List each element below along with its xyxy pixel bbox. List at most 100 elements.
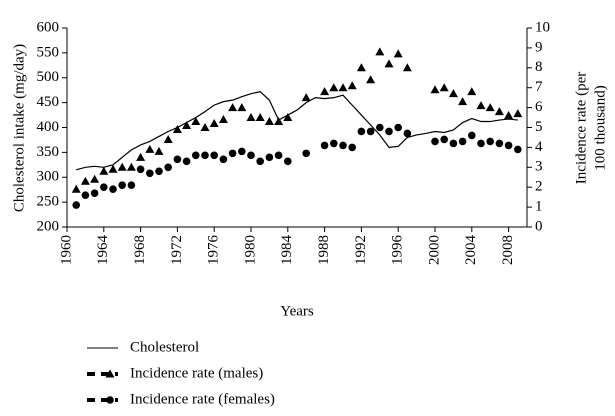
marker-circle xyxy=(366,127,375,136)
x-tick-label: 2004 xyxy=(463,235,479,266)
marker-circle xyxy=(192,151,200,160)
marker-triangle xyxy=(485,103,495,112)
marker-circle xyxy=(81,191,90,199)
marker-circle xyxy=(127,181,136,190)
marker-circle xyxy=(155,167,163,176)
marker-triangle xyxy=(402,63,412,72)
marker-triangle xyxy=(80,176,90,185)
marker-triangle xyxy=(108,164,118,173)
y-tick-label: 550 xyxy=(37,44,60,60)
y2-tick-label: 10 xyxy=(535,19,550,35)
marker-circle xyxy=(486,137,495,146)
marker-circle xyxy=(477,139,485,148)
marker-circle xyxy=(90,189,99,197)
x-tick-label: 2000 xyxy=(426,235,442,265)
marker-triangle xyxy=(504,111,514,120)
x-tick-label: 1968 xyxy=(132,235,148,265)
legend-label: Incidence rate (females) xyxy=(130,391,275,407)
marker-triangle xyxy=(71,184,81,193)
x-tick-label: 1976 xyxy=(206,235,222,266)
y-tick-label: 400 xyxy=(37,119,60,135)
marker-circle xyxy=(256,157,265,166)
marker-triangle xyxy=(467,87,477,96)
marker-triangle xyxy=(430,85,440,94)
y2-axis-title: Incidence rate (per xyxy=(573,72,589,184)
marker-triangle xyxy=(375,47,385,56)
y2-tick-label: 0 xyxy=(535,218,543,234)
marker-circle xyxy=(348,143,357,152)
y2-tick-label: 2 xyxy=(535,179,543,195)
y2-tick-label: 8 xyxy=(535,59,543,75)
marker-circle xyxy=(201,151,209,160)
x-tick-label: 1980 xyxy=(242,235,258,265)
marker-circle xyxy=(320,141,329,150)
marker-circle xyxy=(330,139,338,148)
x-tick-label: 1972 xyxy=(169,235,185,265)
marker-circle xyxy=(458,137,467,146)
marker-triangle xyxy=(200,123,210,131)
marker-triangle xyxy=(356,63,366,72)
marker-circle xyxy=(136,165,145,174)
marker-circle xyxy=(72,201,80,209)
marker-triangle xyxy=(172,124,182,133)
marker-circle xyxy=(403,129,412,138)
marker-triangle xyxy=(182,121,192,130)
y-tick-label: 600 xyxy=(37,19,60,35)
marker-circle xyxy=(302,149,311,158)
marker-circle xyxy=(376,123,384,132)
y2-tick-label: 5 xyxy=(535,119,543,135)
y-tick-label: 200 xyxy=(37,218,60,234)
marker-circle xyxy=(449,139,458,148)
y2-tick-label: 6 xyxy=(535,99,543,115)
x-tick-label: 1960 xyxy=(58,235,74,265)
marker-triangle xyxy=(218,115,228,124)
marker-triangle xyxy=(117,162,127,171)
marker-triangle xyxy=(209,119,219,128)
marker-triangle xyxy=(384,59,394,68)
marker-triangle xyxy=(274,117,284,126)
marker-triangle xyxy=(246,113,256,122)
marker-circle xyxy=(247,151,255,160)
y-tick-label: 450 xyxy=(37,94,60,110)
x-tick-label: 1964 xyxy=(95,235,111,266)
marker-circle xyxy=(238,147,246,156)
marker-triangle xyxy=(513,109,523,118)
y2-tick-label: 9 xyxy=(535,39,543,55)
marker-triangle xyxy=(476,101,486,110)
marker-triangle xyxy=(99,166,109,175)
marker-circle xyxy=(164,163,172,172)
marker-triangle xyxy=(283,113,293,122)
marker-circle xyxy=(339,141,347,150)
marker-circle xyxy=(109,185,117,193)
y2-tick-label: 7 xyxy=(535,79,543,95)
marker-triangle xyxy=(458,97,468,106)
marker-triangle xyxy=(338,83,348,92)
marker-triangle xyxy=(301,93,311,102)
x-tick-label: 1984 xyxy=(279,235,295,266)
marker-triangle xyxy=(136,152,146,161)
legend-label: Incidence rate (males) xyxy=(130,365,263,381)
marker-triangle xyxy=(393,49,403,58)
marker-triangle xyxy=(329,83,339,92)
marker-circle xyxy=(228,149,237,158)
marker-circle xyxy=(210,151,218,160)
y2-tick-label: 4 xyxy=(535,139,543,155)
marker-circle xyxy=(100,183,108,191)
marker-circle xyxy=(495,139,504,148)
x-tick-label: 1992 xyxy=(353,235,369,265)
marker-circle xyxy=(146,169,154,178)
x-tick-label: 2008 xyxy=(500,235,516,265)
marker-circle xyxy=(182,157,191,166)
x-tick-label: 1988 xyxy=(316,235,332,265)
marker-triangle xyxy=(90,174,100,183)
x-axis-title: Years xyxy=(280,303,314,319)
y-tick-label: 250 xyxy=(37,194,60,210)
marker-triangle xyxy=(105,369,115,378)
marker-triangle xyxy=(439,83,449,92)
marker-circle xyxy=(265,153,274,162)
legend-label: Cholesterol xyxy=(130,339,199,355)
marker-triangle xyxy=(191,117,201,126)
marker-triangle xyxy=(494,107,504,116)
marker-circle xyxy=(274,151,283,160)
marker-circle xyxy=(431,137,439,146)
